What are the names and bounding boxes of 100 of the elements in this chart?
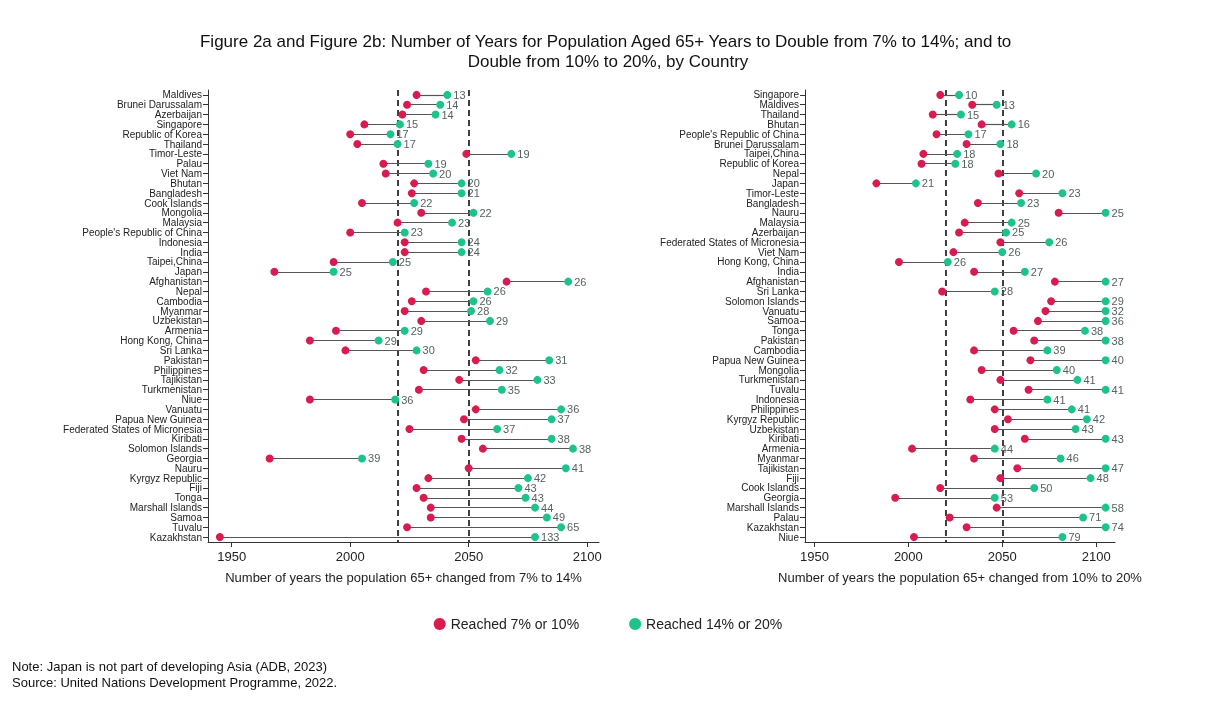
y-tick-label: Niue	[778, 531, 800, 543]
annotation: 16	[1017, 118, 1030, 131]
annotation: 26	[574, 275, 587, 288]
annotation: 44	[1000, 442, 1014, 455]
y-tick-label: Mongolia	[161, 207, 203, 219]
annotation: 13	[453, 88, 466, 101]
y-tick-label: Vanuatu	[165, 403, 202, 415]
y-tick-label: Palau	[773, 511, 799, 523]
annotation: 17	[403, 138, 416, 151]
annotation: 27	[1111, 275, 1124, 288]
y-tick-label: Thailand	[760, 109, 799, 121]
annotation: 23	[1027, 197, 1040, 209]
annotation: 25	[1111, 206, 1124, 219]
y-tick-label: Cook Islands	[741, 482, 799, 494]
annotation: 53	[1000, 491, 1014, 504]
y-tick-label: Uzbekistan	[152, 315, 202, 327]
annotation: 50	[1040, 481, 1053, 494]
annotation: 32	[505, 364, 518, 377]
annotation: 40	[1111, 354, 1124, 367]
annotation: 25	[1017, 216, 1030, 229]
annotation: 48	[1096, 472, 1109, 485]
y-tick-label: Bangladesh	[746, 197, 799, 209]
annotation: 21	[921, 177, 935, 190]
annotation: 29	[384, 334, 397, 347]
y-tick-label: India	[180, 246, 203, 258]
annotation: 29	[410, 324, 423, 337]
annotation: 39	[368, 452, 381, 465]
annotation: 20	[439, 167, 452, 180]
y-tick-label: Viet Nam	[758, 246, 799, 258]
y-tick-label: Papua New Guinea	[712, 354, 800, 366]
annotation: 18	[963, 147, 976, 160]
y-tick-label: Armenia	[164, 325, 203, 337]
annotation: 22	[479, 206, 492, 219]
annotation: 44	[541, 501, 554, 514]
annotation: 26	[479, 295, 492, 308]
y-tick-label: Malaysia	[759, 217, 800, 229]
annotation: 20	[1042, 167, 1055, 180]
annotation: 18	[961, 157, 974, 170]
annotation: 37	[557, 413, 570, 426]
y-tick-label: Hong Kong, China	[120, 335, 203, 347]
annotation: 38	[578, 442, 592, 455]
y-tick-label: Kiribati	[171, 433, 202, 445]
annotation: 47	[1111, 462, 1124, 475]
y-tick-label: India	[777, 266, 800, 278]
y-tick-label: Azerbaijan	[154, 109, 202, 121]
y-tick-label: Tajikistan	[160, 374, 202, 386]
y-tick-label: Bhutan	[170, 177, 202, 189]
y-tick-label: Indonesia	[158, 236, 203, 248]
legend-label: Reached 14% or 20%	[646, 616, 783, 632]
y-tick-label: Bangladesh	[149, 187, 202, 199]
y-tick-label: Brunei Darussalam	[116, 99, 202, 111]
annotation: 29	[495, 314, 509, 327]
annotation: 21	[467, 187, 480, 200]
annotation: 35	[507, 383, 521, 396]
y-tick-label: Thailand	[163, 138, 202, 150]
annotation: 133	[541, 531, 560, 544]
annotation: 36	[401, 393, 414, 406]
y-tick-label: Mongolia	[758, 364, 800, 376]
annotation: 30	[422, 344, 435, 357]
y-tick-label: Samoa	[170, 511, 203, 523]
annotation: 13	[1002, 98, 1015, 111]
source-note: Source: United Nations Development Programme, 2022.	[12, 675, 338, 690]
x-tick-label: 2100	[1081, 549, 1111, 564]
annotation: 27	[1030, 265, 1044, 278]
annotation: 40	[1062, 364, 1076, 377]
annotation: 43	[1111, 432, 1124, 445]
annotation: 23	[410, 226, 423, 239]
annotation: 17	[974, 128, 987, 141]
annotation: 17	[396, 128, 409, 141]
y-tick-label: Singapore	[753, 89, 800, 101]
x-axis-title: Number of years the population 65+ changed from 10% to 20%	[778, 570, 1143, 585]
y-tick-label: Tuvalu	[172, 521, 202, 533]
y-tick-label: Afghanistan	[149, 276, 202, 288]
annotation: 41	[1053, 393, 1066, 406]
annotation: 41	[571, 462, 585, 475]
y-tick-label: Nepal	[175, 285, 202, 297]
annotation: 43	[531, 491, 544, 504]
annotation: 65	[567, 521, 580, 534]
y-tick-label: Viet Nam	[161, 168, 202, 180]
y-tick-label: Fiji	[786, 472, 799, 484]
annotation: 41	[1111, 383, 1124, 396]
y-tick-label: Tonga	[771, 325, 800, 337]
y-tick-label: Indonesia	[755, 394, 800, 406]
x-tick-label: 2000	[335, 549, 365, 564]
y-tick-label: Malaysia	[162, 217, 203, 229]
annotation: 71	[1089, 511, 1102, 524]
y-tick-label: Philippines	[750, 403, 799, 415]
y-tick-label: Solomon Islands	[725, 295, 799, 307]
annotation: 15	[405, 118, 419, 131]
annotation: 33	[543, 373, 556, 386]
y-tick-label: Hong Kong, China	[717, 256, 800, 268]
y-tick-label: Turkmenistan	[141, 384, 202, 396]
annotation: 20	[467, 177, 480, 190]
annotation: 22	[420, 197, 433, 209]
annotation: 46	[1066, 452, 1079, 465]
x-tick-label: 2050	[987, 549, 1017, 564]
annotation: 19	[517, 147, 530, 160]
annotation: 26	[953, 255, 967, 268]
y-tick-label: Timor-Leste	[149, 148, 203, 160]
x-axis-title: Number of years the population 65+ changed from 7% to 14%	[225, 570, 583, 585]
